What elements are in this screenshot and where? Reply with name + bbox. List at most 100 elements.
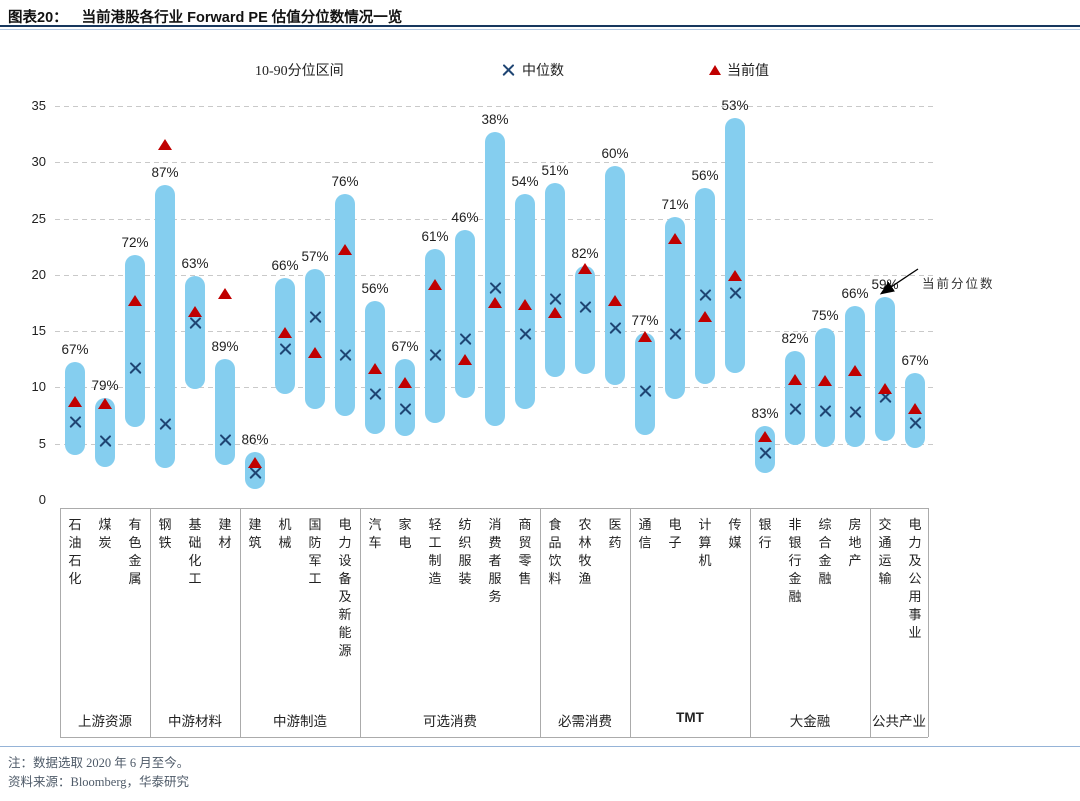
current-marker (758, 430, 772, 442)
percentile-label: 89% (211, 339, 239, 355)
current-marker (398, 376, 412, 388)
y-gridline (55, 106, 935, 107)
y-tick-label: 5 (38, 435, 46, 451)
range-bar (545, 182, 565, 378)
industry-label: 电力及公用事业 (908, 517, 922, 640)
annotation-arrow (879, 268, 919, 295)
range-bar (65, 361, 85, 455)
group-separator (60, 508, 61, 737)
range-bar (575, 265, 595, 374)
industry-label: 医药 (608, 517, 622, 550)
percentile-label: 86% (241, 431, 269, 447)
table-bottom-border (60, 737, 928, 738)
figure-note: 注：数据选取 2020 年 6 月至今。 (8, 756, 190, 770)
percentile-label: 82% (781, 331, 809, 347)
annotation-label: 当前分位数 (922, 277, 995, 291)
group-separator (750, 508, 751, 737)
percentile-label: 54% (511, 173, 539, 189)
percentile-label: 51% (541, 162, 569, 178)
percentile-label: 75% (811, 307, 839, 323)
industry-label: 煤炭 (98, 517, 112, 550)
group-label: 可选消费 (423, 714, 477, 729)
current-marker (158, 139, 172, 151)
industry-label: 交通运输 (878, 517, 892, 586)
legend-current-label: 当前值 (727, 64, 769, 79)
title-rule-light (0, 29, 1080, 30)
y-tick-label: 20 (31, 266, 46, 282)
industry-label: 机械 (278, 517, 292, 550)
range-bar (95, 397, 115, 468)
percentile-label: 87% (151, 164, 179, 180)
percentile-label: 56% (361, 280, 389, 296)
percentile-label: 66% (271, 258, 299, 274)
figure-number: 图表20： (8, 10, 68, 26)
group-separator (360, 508, 361, 737)
percentile-label: 57% (301, 249, 329, 265)
percentile-label: 72% (121, 234, 149, 250)
y-tick-label: 10 (31, 379, 46, 395)
percentile-label: 76% (331, 173, 359, 189)
current-marker (368, 363, 382, 375)
industry-label: 家电 (398, 517, 412, 550)
figure-title: 图表20： 当前港股各行业 Forward PE 估值分位数情况一览 (8, 6, 402, 27)
current-marker (428, 278, 442, 290)
industry-label: 有色金属 (128, 517, 142, 586)
range-bar (485, 131, 505, 426)
industry-label: 钢铁 (158, 517, 172, 550)
percentile-label: 67% (901, 352, 929, 368)
industry-label: 建筑 (248, 517, 262, 550)
table-top-border (60, 508, 928, 509)
industry-label: 非银行金融 (788, 517, 802, 604)
percentile-label: 71% (661, 197, 689, 213)
percentile-label: 53% (721, 98, 749, 114)
industry-label: 石油石化 (68, 517, 82, 586)
current-marker (488, 297, 502, 308)
group-separator (240, 508, 241, 737)
percentile-label: 46% (451, 209, 479, 225)
industry-label: 纺织服装 (458, 517, 472, 586)
current-marker (908, 402, 922, 414)
current-marker (308, 346, 322, 358)
industry-label: 电子 (668, 517, 682, 550)
current-marker (878, 382, 892, 394)
y-tick-label: 0 (38, 492, 46, 507)
current-marker (338, 244, 352, 256)
range-bar (185, 275, 205, 389)
range-bar (875, 297, 895, 442)
percentile-label: 63% (181, 255, 209, 271)
y-gridline (55, 443, 935, 445)
range-bar (305, 269, 325, 409)
current-marker (458, 354, 472, 366)
percentile-label: 67% (61, 341, 89, 357)
current-marker (668, 232, 682, 244)
current-marker (848, 364, 862, 376)
percentile-label: 79% (91, 377, 119, 393)
percentile-label: 61% (421, 228, 449, 244)
title-rule-dark (0, 25, 1080, 27)
y-tick-label: 15 (31, 323, 46, 339)
percentile-label: 82% (571, 245, 599, 261)
group-label: 大金融 (789, 714, 831, 729)
current-marker (608, 294, 622, 306)
range-bar (695, 188, 715, 385)
industry-label: 计算机 (698, 517, 712, 568)
group-separator (540, 508, 541, 737)
current-marker (788, 373, 802, 385)
percentile-label: 77% (631, 313, 659, 329)
current-marker (278, 327, 292, 339)
current-marker (728, 269, 742, 281)
current-marker (68, 396, 82, 408)
industry-label: 汽车 (368, 517, 382, 550)
y-tick-label: 25 (31, 210, 46, 226)
current-marker (518, 299, 532, 311)
range-bar (155, 184, 175, 469)
industry-label: 食品饮料 (548, 517, 562, 586)
range-bar (665, 217, 685, 399)
legend-current-triangle-icon (709, 65, 721, 75)
group-separator (630, 508, 631, 737)
industry-label: 建材 (218, 517, 232, 550)
current-marker (638, 330, 652, 342)
percentile-label: 66% (841, 286, 869, 302)
